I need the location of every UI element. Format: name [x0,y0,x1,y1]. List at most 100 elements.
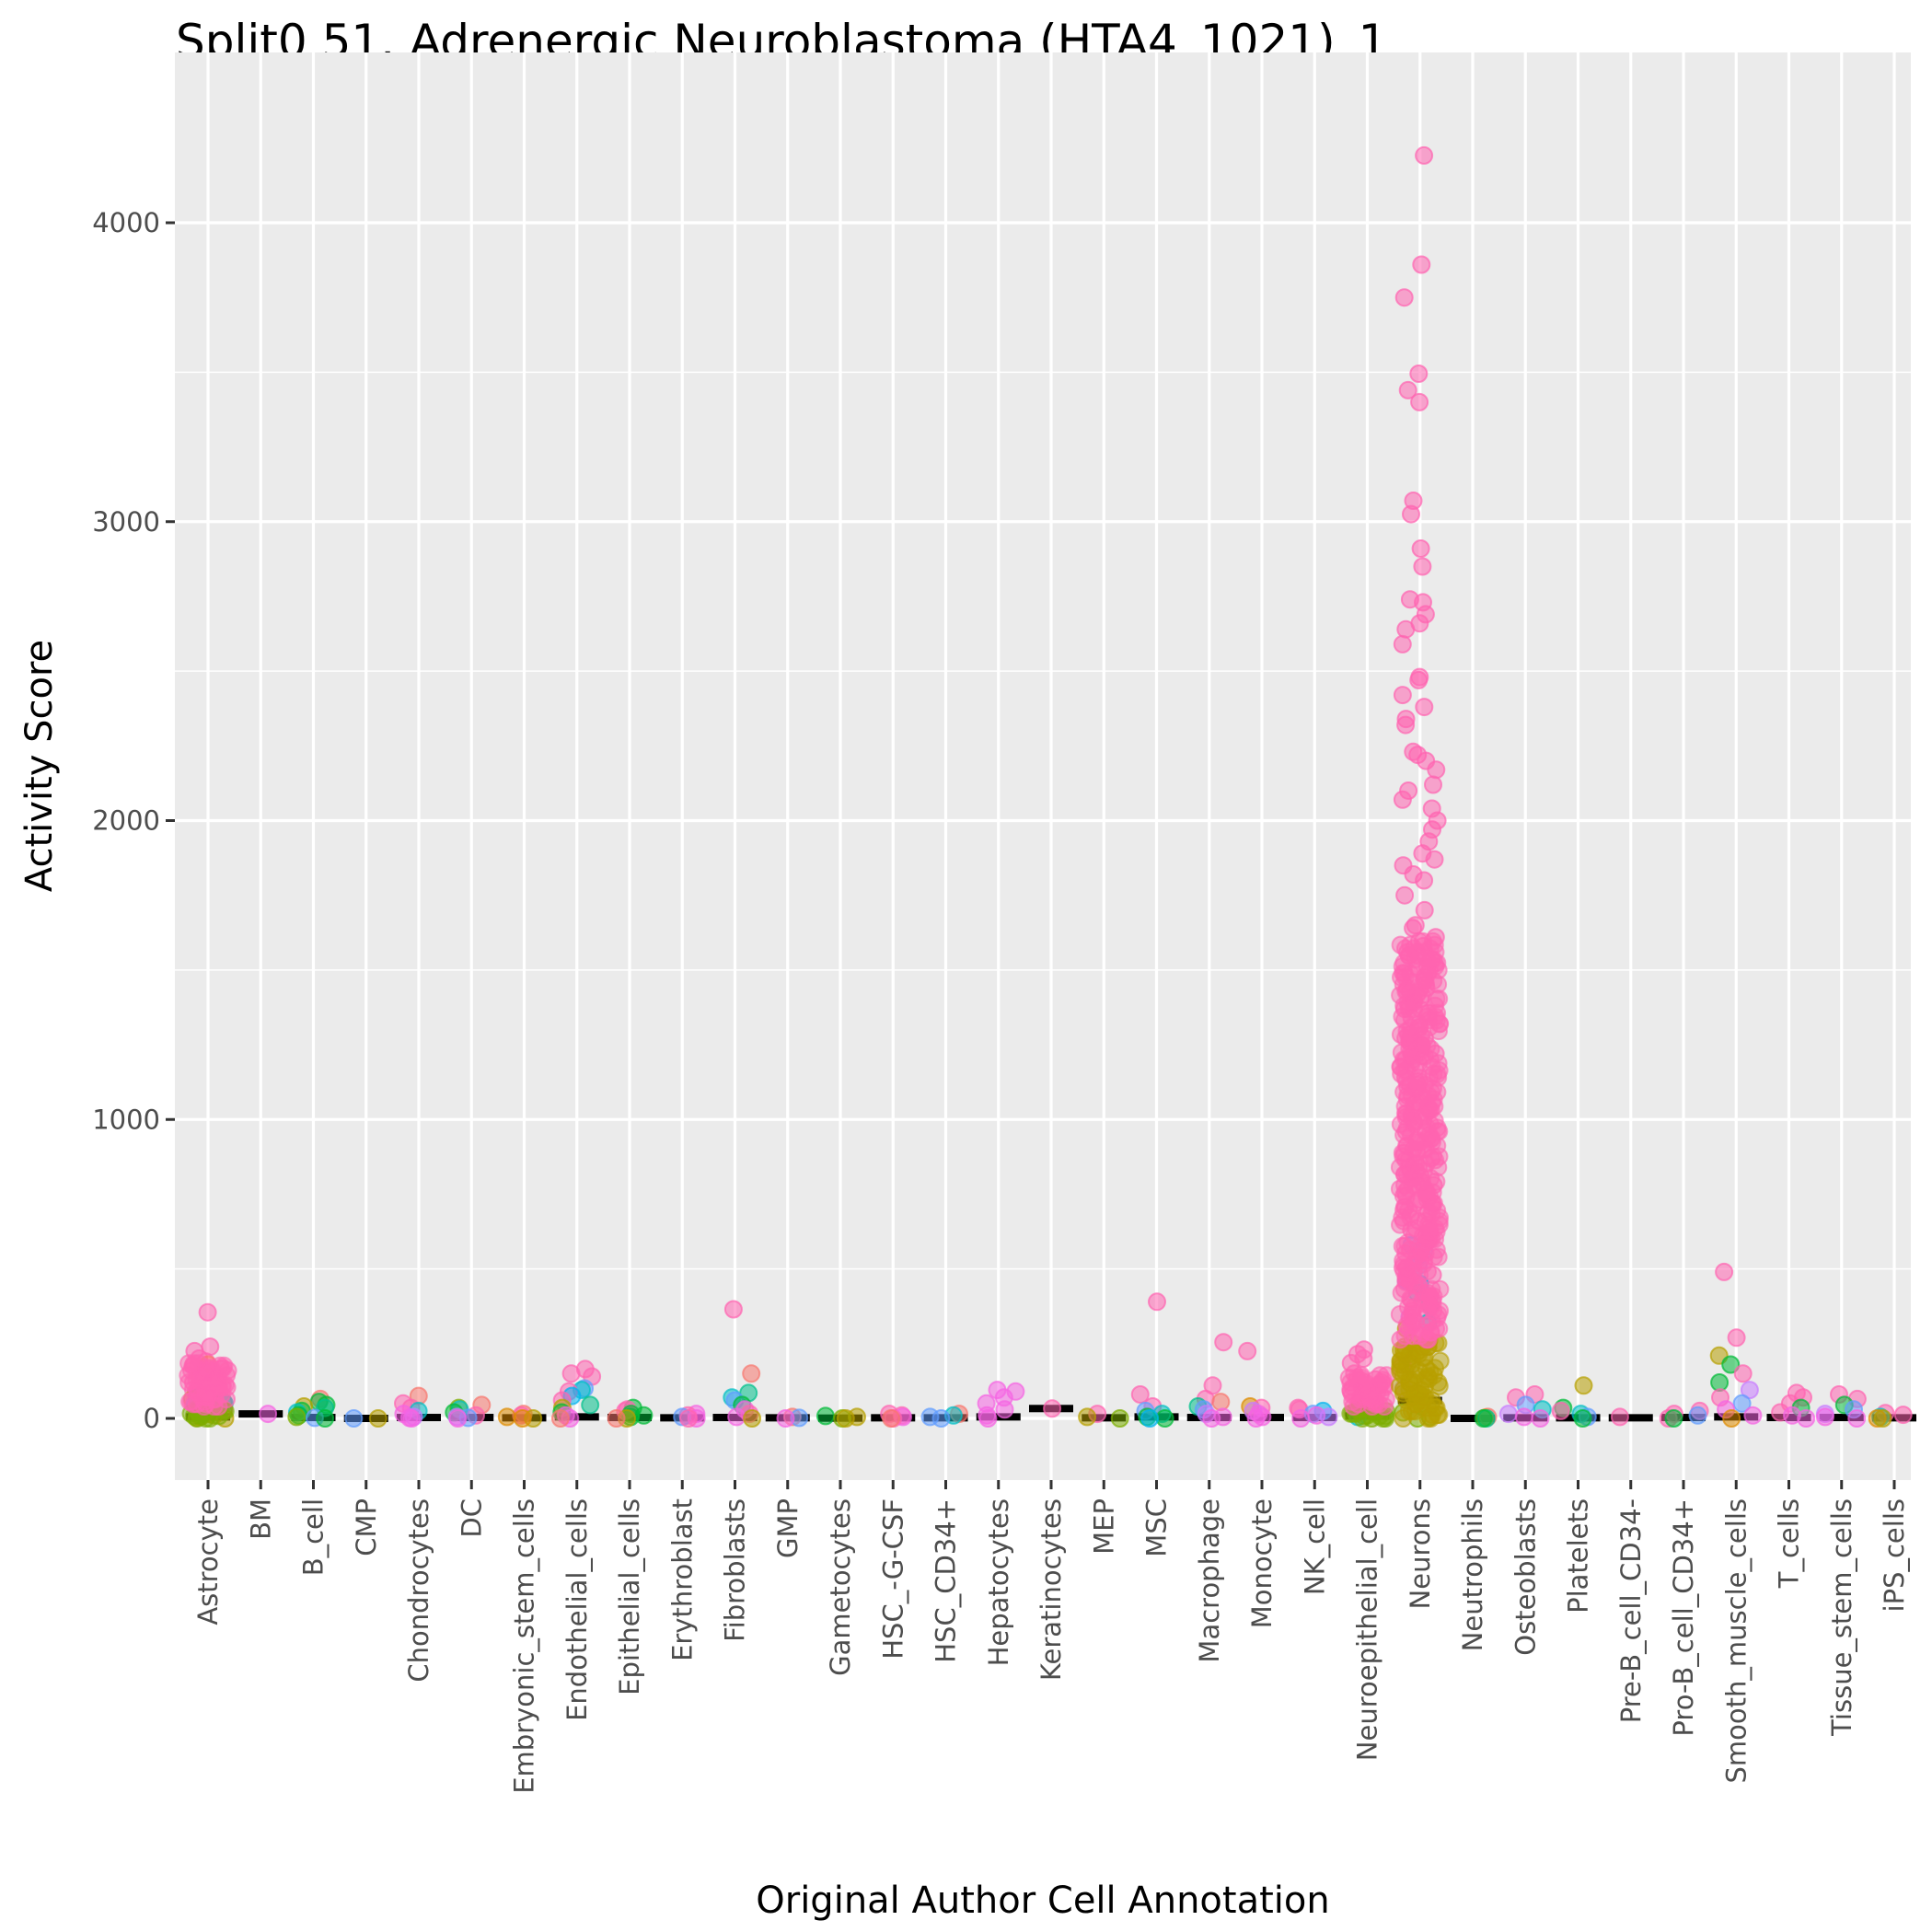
x-tick-label: Erythroblast [666,1498,698,1661]
data-point [287,1407,307,1427]
data-point [1393,634,1412,654]
data-point [1574,1376,1593,1395]
data-point [1430,1351,1450,1371]
data-point [1430,1279,1450,1299]
data-point [743,1409,762,1428]
data-point [1474,1409,1493,1428]
x-tick-label: HSC_-G-CSF [877,1498,908,1660]
x-tick-label: MSC [1141,1498,1173,1557]
x-tick-label: Neuroepithelial_cell [1352,1498,1383,1761]
x-axis-title: Original Author Cell Annotation [756,1880,1329,1922]
x-tick-label: T_cells [1774,1498,1805,1589]
data-point [1393,686,1412,705]
data-point [1415,871,1434,890]
data-point [513,1409,532,1428]
data-point [742,1364,761,1383]
data-point [1610,1407,1629,1427]
data-point [1110,1409,1129,1428]
x-axis: Astrocyte BM B_cell CMP Chondrocytes DC Embryo… [192,1480,1910,1794]
data-points [179,145,1913,1428]
data-point [316,1409,335,1428]
data-point [1722,1409,1741,1428]
x-tick-label: B_cell [298,1498,330,1576]
data-point [1211,1393,1231,1412]
y-tick-label: 0 [144,1403,160,1434]
data-point [1797,1409,1816,1428]
data-point [344,1409,364,1428]
data-point [1413,557,1432,576]
median-mark [343,1415,388,1422]
x-tick-label: Keratinocytes [1035,1498,1067,1681]
data-point [1396,619,1416,639]
y-axis-title: Activity Score [18,640,61,892]
data-point [1721,1355,1741,1374]
data-point [1393,790,1412,809]
data-point [1727,1328,1746,1348]
data-point [1498,1405,1518,1424]
data-point [1688,1406,1707,1425]
data-point [679,1409,698,1428]
data-point [816,1406,835,1426]
data-point [1409,670,1429,689]
x-tick-label: NK_cell [1299,1498,1330,1595]
data-point [1043,1399,1062,1418]
data-point [1291,1409,1311,1428]
data-point [1413,931,1432,951]
data-point [1740,1381,1759,1400]
x-tick-label: DC [456,1498,487,1538]
data-point [836,1409,855,1428]
data-point [1140,1409,1160,1428]
data-point [184,1354,203,1373]
data-point [1395,885,1415,905]
median-mark [1872,1414,1916,1422]
data-point [1402,504,1420,524]
x-tick-label: Macrophage [1194,1498,1225,1663]
data-point [1396,715,1416,735]
data-point [1410,392,1429,411]
data-point [1412,255,1431,274]
data-point [1394,288,1414,307]
x-tick-label: Hepatocytes [983,1498,1014,1666]
x-tick-label: CMP [351,1498,382,1556]
data-point [259,1405,278,1424]
data-point [1425,850,1444,869]
x-tick-label: Pro-B_cell_CD34+ [1668,1498,1699,1737]
data-point [581,1395,600,1415]
y-tick-label: 3000 [92,506,160,538]
x-tick-label: Pre-B_cell_CD34- [1615,1498,1647,1723]
median-mark [1451,1415,1495,1422]
data-point [1427,760,1446,780]
data-point [607,1409,626,1428]
x-tick-label: Endothelial_cells [561,1498,593,1721]
data-point [1531,1409,1550,1428]
x-tick-label: Epithelial_cells [614,1498,645,1695]
data-point [1733,1364,1753,1383]
grid-minor [175,371,1911,1270]
data-point [882,1409,901,1428]
data-point [1743,1406,1763,1425]
data-point [1155,1409,1174,1428]
x-tick-label: Fibroblasts [720,1498,751,1642]
x-tick-label: Smooth_muscle_cells [1720,1498,1752,1783]
y-tick-label: 2000 [92,805,160,837]
data-point [214,1356,234,1375]
data-point [1319,1407,1338,1427]
data-point [1715,1262,1734,1281]
data-point [198,1302,217,1322]
data-point [1415,145,1434,165]
data-point [561,1364,581,1383]
data-point [1573,1409,1592,1428]
median-mark [1661,1414,1706,1422]
x-tick-label: Platelets [1563,1498,1594,1614]
data-point [1202,1409,1221,1428]
median-mark [1608,1414,1653,1422]
x-tick-label: HSC_CD34+ [931,1498,962,1663]
data-point [1551,1401,1570,1420]
data-point [368,1409,388,1428]
data-point [1664,1409,1683,1428]
data-point [1148,1292,1166,1312]
x-tick-label: Neurons [1405,1498,1436,1609]
data-point [1424,775,1442,794]
x-tick-label: Chondrocytes [403,1498,434,1683]
